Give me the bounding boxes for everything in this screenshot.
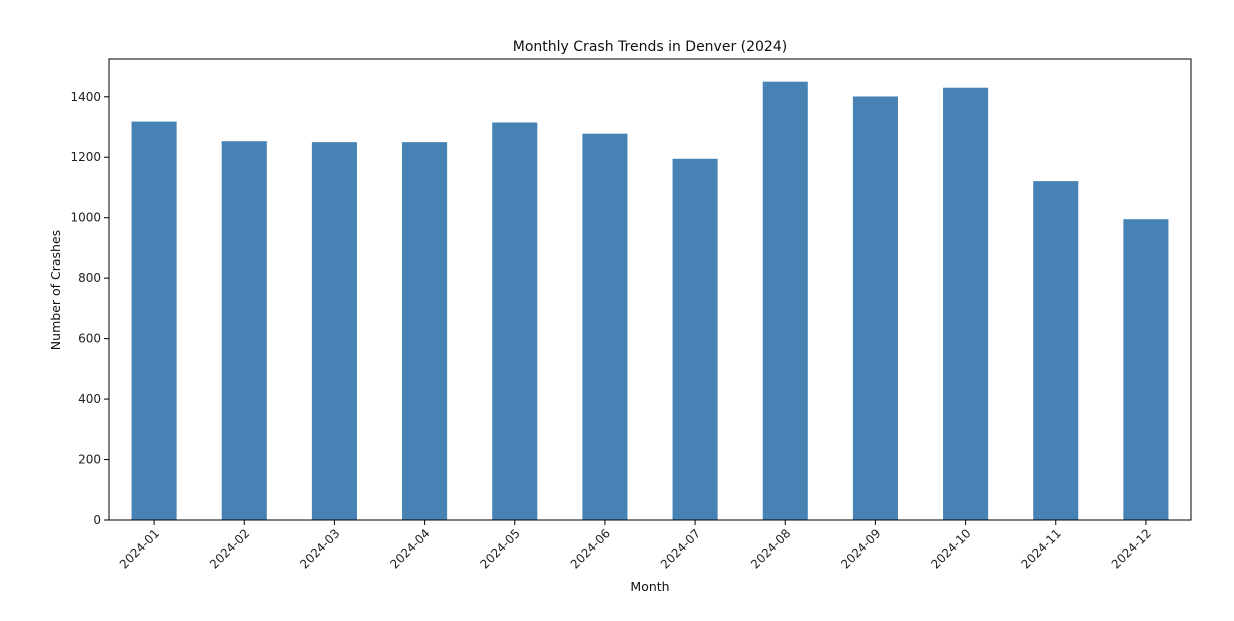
y-tick-label-1000: 1000 — [70, 211, 101, 225]
y-tick-label-1400: 1400 — [70, 90, 101, 104]
x-tick-label-2024-08: 2024-08 — [748, 526, 793, 571]
bar-2024-12 — [1123, 219, 1169, 520]
bar-2024-05 — [492, 122, 538, 520]
y-tick-label-800: 800 — [78, 271, 101, 285]
plot-frame — [108, 58, 1192, 521]
x-tick-label-2024-02: 2024-02 — [207, 526, 252, 571]
x-tick-label-2024-01: 2024-01 — [117, 526, 162, 571]
bar-2024-01 — [131, 121, 177, 521]
x-tick-label-2024-07: 2024-07 — [658, 526, 703, 571]
bar-2024-11 — [1033, 181, 1079, 521]
bar-2024-09 — [852, 96, 898, 520]
y-tick-label-1200: 1200 — [70, 150, 101, 164]
x-tick-label-2024-11: 2024-11 — [1019, 526, 1064, 571]
chart-title: Monthly Crash Trends in Denver (2024) — [513, 39, 787, 55]
x-tick-label-2024-10: 2024-10 — [928, 526, 973, 571]
bar-2024-02 — [221, 141, 267, 521]
y-tick-label-400: 400 — [78, 392, 101, 406]
y-axis-label: Number of Crashes — [48, 230, 63, 350]
bar-2024-04 — [402, 142, 448, 520]
x-tick-label-2024-06: 2024-06 — [568, 526, 613, 571]
x-tick-label-2024-05: 2024-05 — [478, 526, 523, 571]
bar-2024-07 — [672, 158, 718, 520]
plot-area: 0 200 400 600 800 1000 1200 1400 2024-01 2024-02 2… — [70, 58, 1192, 572]
bar-2024-06 — [582, 133, 628, 521]
y-tick-label-0: 0 — [93, 513, 101, 527]
x-tick-label-2024-04: 2024-04 — [387, 526, 432, 571]
x-tick-label-2024-03: 2024-03 — [297, 526, 342, 571]
y-tick-label-600: 600 — [78, 332, 101, 346]
x-tick-label-2024-12: 2024-12 — [1109, 526, 1154, 571]
y-tick-label-200: 200 — [78, 453, 101, 467]
bar-2024-10 — [943, 87, 989, 521]
bar-2024-03 — [311, 142, 357, 520]
x-tick-label-2024-09: 2024-09 — [838, 526, 883, 571]
x-axis-label: Month — [630, 579, 669, 594]
bar-2024-08 — [762, 81, 808, 521]
